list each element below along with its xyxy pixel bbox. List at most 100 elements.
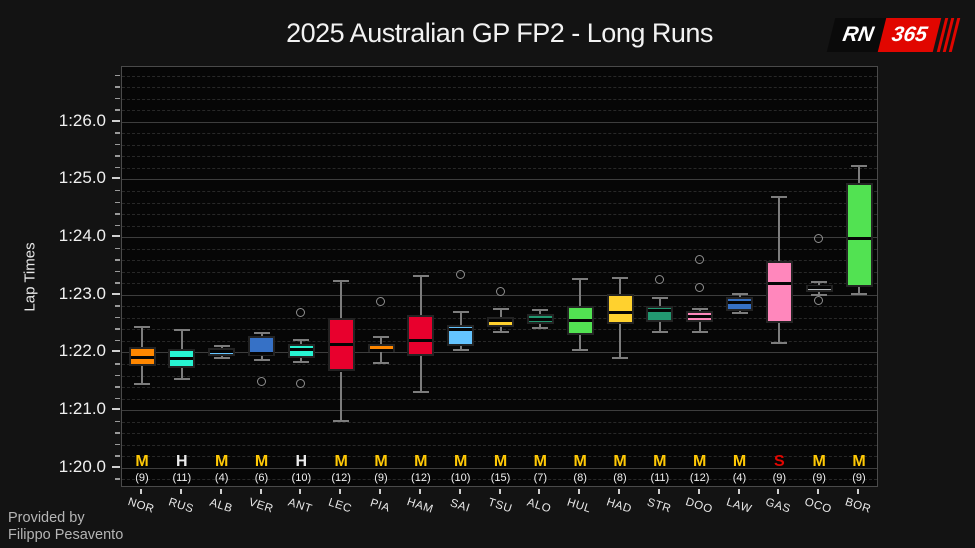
tyre-compound-GAS: S <box>773 453 785 470</box>
lap-count-PIA: (9) <box>374 472 388 484</box>
x-tick-PIA <box>379 489 381 494</box>
x-label-SAI: SAI <box>448 497 472 515</box>
lap-count-DOO: (12) <box>689 472 710 484</box>
minor-gridline <box>122 167 877 169</box>
minor-gridline <box>122 364 877 365</box>
whisker-cap-bottom-NOR <box>134 382 150 385</box>
tyre-compound-ALO: M <box>533 453 547 470</box>
tyre-compound-HAD: M <box>613 453 627 470</box>
minor-gridline <box>122 214 877 216</box>
lap-count-HAD: (8) <box>613 472 627 484</box>
tyre-compound-PIA: M <box>374 453 388 470</box>
x-label-GAS: GAS <box>764 496 793 516</box>
x-label-NOR: NOR <box>126 496 156 516</box>
major-gridline <box>122 121 877 123</box>
median-HAD <box>608 311 632 315</box>
y-major-tick <box>112 177 120 180</box>
tyre-compound-BOR: M <box>852 453 866 470</box>
whisker-cap-bottom-DOO <box>691 330 708 333</box>
whisker-lower-VER <box>260 355 263 360</box>
x-tick-STR <box>657 489 660 494</box>
whisker-upper-RUS <box>180 329 183 349</box>
x-label-VER: VER <box>246 496 275 516</box>
outlier-TSU <box>495 286 505 296</box>
minor-gridline <box>122 248 877 250</box>
outlier-VER <box>256 376 266 386</box>
x-tick-OCO <box>817 489 820 494</box>
y-tick-label: 1:22.0 <box>58 341 106 361</box>
median-HAM <box>409 339 433 343</box>
whisker-cap-bottom-HAM <box>412 391 429 394</box>
x-label-LAW: LAW <box>724 496 753 516</box>
x-label-ANT: ANT <box>286 496 314 516</box>
whisker-cap-top-PIA <box>373 335 389 338</box>
minor-gridline <box>122 110 877 112</box>
x-label-DOO: DOO <box>683 496 714 516</box>
x-tick-GAS <box>777 489 780 494</box>
x-tick-ALB <box>219 489 222 494</box>
y-minor-tick <box>115 74 120 77</box>
whisker-cap-top-HAM <box>412 275 429 278</box>
x-tick-SAI <box>458 489 461 494</box>
minor-gridline <box>122 190 877 192</box>
outlier-ANT <box>296 308 306 318</box>
y-minor-tick <box>115 363 120 365</box>
rn365-logo-365-text: 365 <box>889 23 930 46</box>
x-label-HAM: HAM <box>405 496 435 516</box>
whisker-cap-top-STR <box>651 296 668 299</box>
tyre-compound-HUL: M <box>573 453 587 470</box>
whisker-cap-bottom-ALB <box>213 357 230 360</box>
whisker-lower-DOO <box>698 322 701 332</box>
minor-gridline <box>122 479 877 481</box>
tyre-compound-STR: M <box>653 453 667 470</box>
minor-gridline <box>122 456 877 458</box>
tyre-compound-VER: M <box>254 453 269 470</box>
x-label-RUS: RUS <box>166 496 195 516</box>
tyre-compound-ALB: M <box>214 453 229 470</box>
whisker-upper-ANT <box>300 340 303 344</box>
whisker-upper-HUL <box>579 279 582 307</box>
median-DOO <box>688 315 712 319</box>
y-minor-tick <box>115 432 120 434</box>
whisker-upper-NOR <box>141 326 143 347</box>
whisker-upper-GAS <box>778 197 781 261</box>
whisker-lower-ALB <box>220 355 223 359</box>
tyre-compound-RUS: H <box>176 453 188 470</box>
tyre-compound-LEC: M <box>334 453 348 470</box>
whisker-lower-OCO <box>818 291 821 295</box>
whisker-lower-LEC <box>340 371 343 421</box>
minor-gridline <box>122 283 877 285</box>
x-tick-NOR <box>140 489 142 494</box>
x-label-PIA: PIA <box>368 497 392 515</box>
median-OCO <box>807 285 831 289</box>
outlier-OCO <box>814 295 824 305</box>
lap-count-GAS: (9) <box>772 472 787 484</box>
major-gridline <box>122 467 877 469</box>
x-label-HUL: HUL <box>565 496 593 516</box>
y-minor-tick <box>115 316 120 319</box>
y-minor-tick <box>115 132 120 134</box>
minor-gridline <box>122 133 877 135</box>
minor-gridline <box>122 75 877 77</box>
y-major-tick <box>112 119 120 122</box>
whisker-upper-LEC <box>340 280 343 319</box>
minor-gridline <box>122 225 877 227</box>
median-ANT <box>289 348 313 352</box>
tyre-compound-DOO: M <box>692 453 707 470</box>
x-tick-ALO <box>538 489 541 494</box>
outlier-PIA <box>376 296 385 306</box>
y-tick-label: 1:21.0 <box>58 399 106 419</box>
x-tick-HUL <box>578 489 581 494</box>
whisker-cap-top-LAW <box>731 293 748 296</box>
whisker-upper-STR <box>658 297 661 306</box>
whisker-cap-top-OCO <box>811 280 828 283</box>
rn365-logo-stripes <box>936 18 963 52</box>
median-ALB <box>210 349 234 353</box>
minor-gridline <box>122 421 877 423</box>
whisker-cap-top-BOR <box>851 165 867 168</box>
whisker-cap-bottom-VER <box>253 358 270 361</box>
whisker-cap-top-SAI <box>452 310 469 313</box>
y-tick-label: 1:20.0 <box>58 456 106 476</box>
minor-gridline <box>122 340 877 342</box>
